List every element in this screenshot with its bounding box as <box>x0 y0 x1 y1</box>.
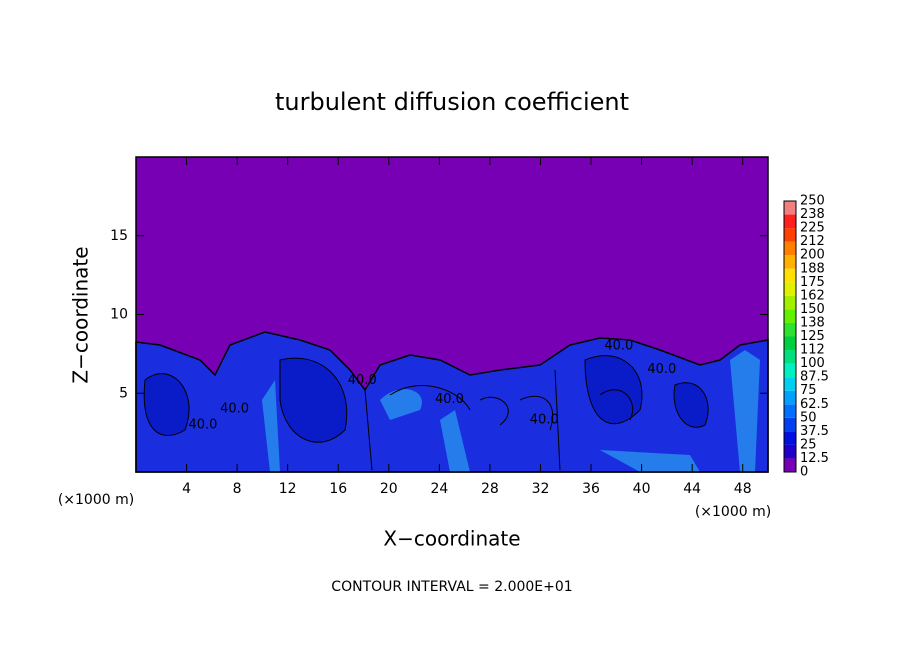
x-unit: (×1000 m) <box>58 492 134 508</box>
x-tick-label: 36 <box>582 481 600 497</box>
colorbar-swatch <box>784 268 796 283</box>
colorbar-swatch <box>784 377 796 391</box>
colorbar-swatch <box>784 404 796 418</box>
x-tick-label: 24 <box>430 481 448 497</box>
x-axis-label: X−coordinate <box>383 527 520 551</box>
contour-label: 40.0 <box>530 413 559 428</box>
x-tick-label: 48 <box>734 481 752 497</box>
colorbar-swatch <box>784 322 796 337</box>
colorbar-swatch <box>784 336 796 351</box>
colorbar-swatch <box>784 228 796 242</box>
field-contour <box>364 369 634 471</box>
colorbar-label: 37.5 <box>800 424 829 439</box>
colorbar-label: 75 <box>800 383 817 398</box>
colorbar-label: 100 <box>800 356 825 371</box>
colorbar-label: 162 <box>800 288 825 303</box>
colorbar-swatch <box>784 363 796 378</box>
colorbar-swatch <box>784 417 796 432</box>
field <box>135 157 769 473</box>
colorbar-label: 225 <box>800 221 825 236</box>
colorbar-swatch <box>784 255 796 269</box>
x-unit: (×1000 m) <box>695 504 771 520</box>
chart-title: turbulent diffusion coefficient <box>275 88 629 116</box>
x-tick-label: 8 <box>233 481 242 497</box>
contour-label: 40.0 <box>189 417 218 432</box>
colorbar-label: 87.5 <box>800 370 829 385</box>
colorbar-label: 250 <box>800 194 825 209</box>
colorbar-swatch <box>784 214 796 229</box>
x-tick-label: 20 <box>380 481 398 497</box>
colorbar-label: 12.5 <box>800 451 829 466</box>
colorbar-swatch <box>784 350 796 364</box>
colorbar-swatch <box>784 201 796 215</box>
colorbar-swatch <box>784 444 796 459</box>
x-tick-label: 40 <box>633 481 651 497</box>
contour-label: 40.0 <box>348 373 377 388</box>
contour-label: 40.0 <box>220 402 249 417</box>
colorbar-label: 188 <box>800 261 825 276</box>
colorbar-frame <box>783 200 797 473</box>
contour-label: 40.0 <box>435 392 464 407</box>
contour-label: 40.0 <box>604 339 633 354</box>
colorbar-label: 200 <box>800 248 825 263</box>
colorbar-label: 238 <box>800 207 825 222</box>
y-axis-label: Z−coordinate <box>69 246 93 383</box>
colorbar-label: 62.5 <box>800 397 829 412</box>
colorbar-label: 0 <box>800 465 808 480</box>
colorbar-label: 112 <box>800 343 825 358</box>
colorbar-swatch <box>784 431 796 445</box>
x-tick-label: 4 <box>182 481 191 497</box>
y-tick-label: 10 <box>110 307 128 323</box>
colorbar-label: 150 <box>800 302 825 317</box>
colorbar-swatch <box>784 241 796 256</box>
colorbar-label: 25 <box>800 437 817 452</box>
colorbar-swatch <box>784 458 796 472</box>
colorbar-swatch <box>784 309 796 323</box>
colorbar-label: 212 <box>800 234 825 249</box>
colorbar-label: 125 <box>800 329 825 344</box>
x-tick-label: 28 <box>481 481 499 497</box>
colorbar-swatch <box>784 295 796 310</box>
field-core <box>143 355 709 443</box>
colorbar-label: 175 <box>800 275 825 290</box>
colorbar-swatch <box>784 282 796 296</box>
y-tick-label: 5 <box>119 385 128 401</box>
x-tick-label: 12 <box>279 481 297 497</box>
footnote: CONTOUR INTERVAL = 2.000E+01 <box>331 579 572 595</box>
x-tick-label: 32 <box>532 481 550 497</box>
y-tick-label: 15 <box>110 228 128 244</box>
x-tick-label: 16 <box>329 481 347 497</box>
colorbar-label: 50 <box>800 410 817 425</box>
colorbar-label: 138 <box>800 315 825 330</box>
colorbar-swatch <box>784 390 796 405</box>
contour-label: 40.0 <box>647 362 676 377</box>
x-tick-label: 44 <box>683 481 701 497</box>
